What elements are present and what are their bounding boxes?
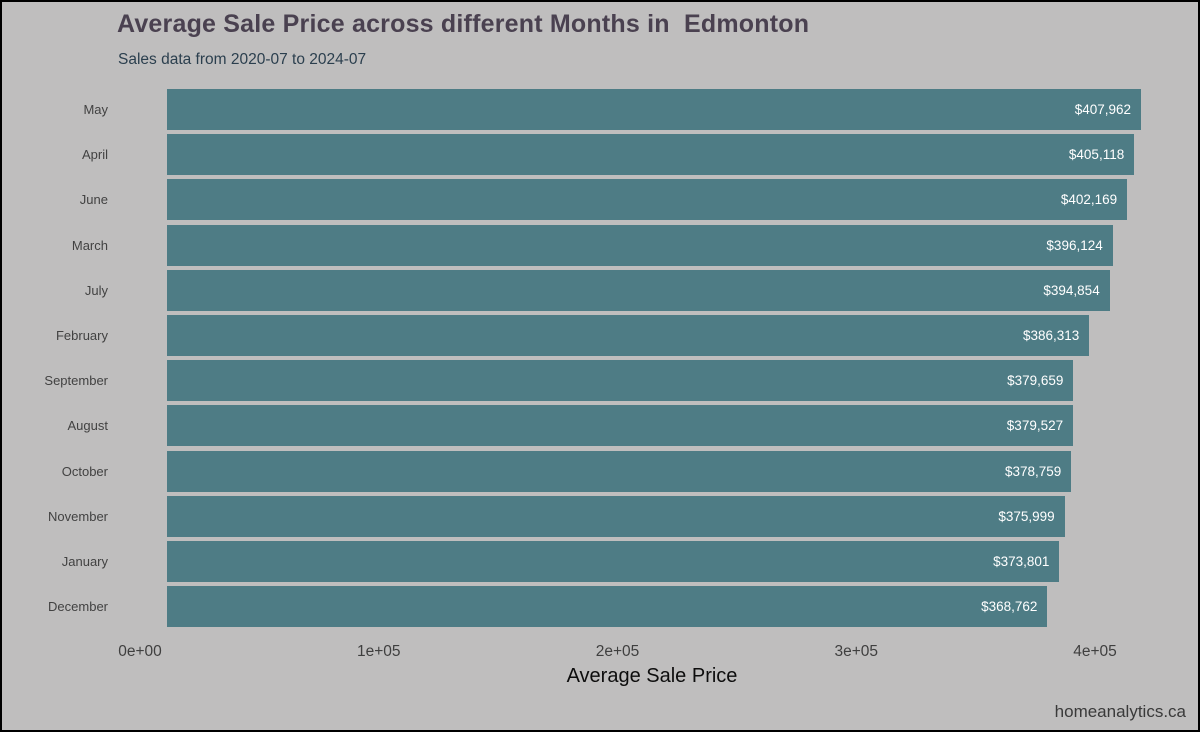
bar: $394,854 (167, 269, 1110, 311)
x-axis-tick-label: 2e+05 (595, 643, 640, 660)
category-label: May (83, 102, 108, 117)
bar: $386,313 (167, 315, 1090, 356)
bar: $373,801 (167, 541, 1060, 582)
x-axis-title: Average Sale Price (566, 665, 738, 687)
bar-value-label: $368,762 (981, 599, 1038, 615)
bar-row: July $394,854 (2, 269, 1198, 311)
bar: $379,527 (167, 405, 1074, 447)
x-axis-tick-label: 0e+00 (118, 643, 162, 660)
bar-value-label: $379,527 (1006, 418, 1064, 434)
category-label: December (48, 599, 108, 615)
bar-value-label: $378,759 (1004, 463, 1062, 479)
category-label: October (61, 463, 108, 479)
category-label: November (48, 508, 108, 524)
bar-row: March $396,124 (2, 224, 1198, 266)
bar-row: April $405,118 (2, 134, 1198, 176)
category-label: March (71, 237, 108, 253)
bar-row: June $402,169 (2, 179, 1198, 221)
bar-value-label: $405,118 (1068, 147, 1125, 163)
category-label: April (81, 147, 108, 163)
bar: $405,118 (167, 134, 1135, 176)
bar-row: December $368,762 (2, 586, 1198, 628)
bar: $379,659 (167, 360, 1074, 402)
category-label: September (44, 373, 108, 389)
bar-row: November $375,999 (2, 495, 1198, 537)
bar-value-label: $407,962 (1074, 102, 1131, 117)
bar-row: February $386,313 (2, 315, 1198, 356)
chart-title: Average Sale Price across different Mont… (117, 10, 810, 38)
bar-value-label: $402,169 (1060, 192, 1118, 208)
brand-watermark: homeanalytics.ca (1054, 702, 1186, 721)
category-label: August (67, 418, 108, 434)
x-axis-tick-label: 4e+05 (1073, 643, 1117, 660)
bar: $407,962 (167, 89, 1141, 130)
x-axis-tick-label: 1e+05 (356, 643, 401, 660)
bar-row: October $378,759 (2, 450, 1198, 492)
bar-row: September $379,659 (2, 360, 1198, 402)
bar-value-label: $394,854 (1043, 282, 1100, 298)
bar-value-label: $373,801 (993, 554, 1050, 569)
bar: $378,759 (167, 450, 1072, 492)
bar-value-label: $375,999 (998, 508, 1055, 524)
bar-value-label: $379,659 (1007, 373, 1064, 389)
bar: $402,169 (167, 179, 1128, 221)
bar-row: January $373,801 (2, 541, 1198, 582)
category-label: January (61, 554, 108, 569)
chart-subtitle: Sales data from 2020-07 to 2024-07 (118, 51, 367, 68)
category-label: July (84, 282, 108, 298)
bar: $396,124 (167, 224, 1113, 266)
category-label: February (55, 328, 108, 343)
bar: $375,999 (167, 495, 1065, 537)
bar: $368,762 (167, 586, 1048, 628)
category-label: June (79, 192, 108, 208)
bar-row: May $407,962 (2, 89, 1198, 130)
x-axis-tick-label: 3e+05 (834, 643, 879, 660)
bar-row: August $379,527 (2, 405, 1198, 447)
bar-value-label: $386,313 (1023, 328, 1080, 343)
bar-value-label: $396,124 (1046, 237, 1103, 253)
